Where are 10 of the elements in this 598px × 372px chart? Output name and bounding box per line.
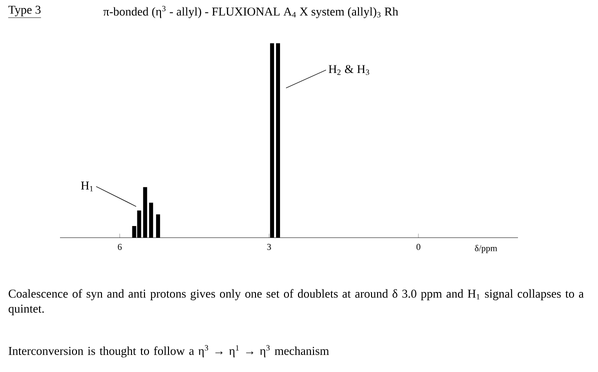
- text: Interconversion is thought to follow a η$^{3}$ → η$^{1}$ → η$^{3}$ mechanism: [8, 345, 329, 358]
- x-tick-label: 3: [267, 244, 271, 250]
- x-axis-title: δ/ppm: [474, 244, 498, 254]
- annotation: H$_{2}$ & H$_{3}$: [328, 65, 370, 75]
- chart-title: Type 3: [8, 6, 41, 16]
- x-tick-label: 0: [416, 244, 420, 250]
- chart-subtitle: π-bonded (η$^{3}$ - allyl) - FLUXIONAL A$_{4}$ X system (allyl)$_{3}$ Rh: [103, 6, 398, 18]
- text: Coalescence of syn and anti protons gives only one set of doublets at around δ 3.0 ppm and H$_{1}$ signal collapses to a quintet.: [8, 289, 584, 316]
- annotation: H$_{1}$: [81, 182, 93, 192]
- x-tick-label: 6: [118, 244, 122, 250]
